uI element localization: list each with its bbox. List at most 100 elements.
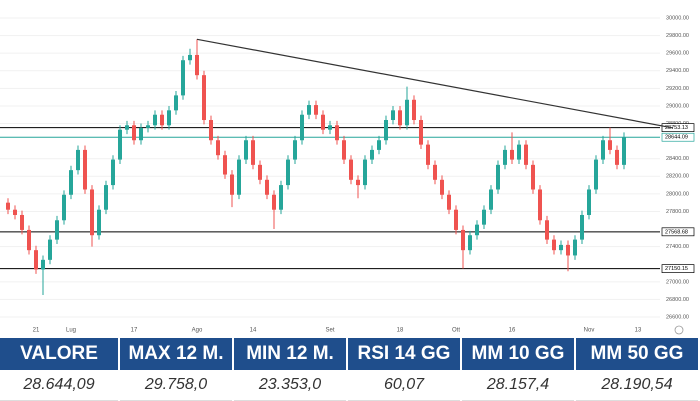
- y-tick-label: 29800.00: [666, 33, 689, 39]
- x-tick-label: 18: [397, 328, 404, 334]
- candle-body: [300, 114, 304, 141]
- candle-body: [76, 149, 80, 171]
- y-tick-label: 26600.00: [666, 314, 689, 320]
- level-label: 27150.15: [665, 266, 688, 272]
- candle-body: [363, 159, 367, 186]
- candle-body: [104, 185, 108, 210]
- table-header: MIN 12 M.: [234, 338, 346, 370]
- table-header: MM 10 GG: [462, 338, 574, 370]
- candle-body: [545, 220, 549, 240]
- x-tick-label: Set: [325, 328, 334, 334]
- candle-body: [62, 194, 66, 221]
- candle-body: [384, 120, 388, 141]
- candle-body: [167, 110, 171, 126]
- y-tick-label: 29600.00: [666, 51, 689, 57]
- candle-body: [608, 140, 612, 150]
- candle-body: [223, 155, 227, 175]
- y-tick-label: 28200.00: [666, 174, 689, 180]
- candle-body: [69, 170, 73, 195]
- candle-body: [139, 127, 143, 141]
- candle-body: [188, 54, 192, 61]
- candle-body: [370, 149, 374, 160]
- candle-body: [265, 179, 269, 195]
- y-tick-label: 30000.00: [666, 15, 689, 21]
- level-label-box: [661, 227, 695, 237]
- candle-body: [496, 164, 500, 190]
- candle-body: [251, 140, 255, 165]
- candle-body: [20, 214, 24, 230]
- settings-icon[interactable]: [674, 325, 684, 335]
- y-tick-label: 27400.00: [666, 244, 689, 250]
- candle-body: [580, 214, 584, 240]
- candle-body: [601, 140, 605, 160]
- candle-body: [440, 179, 444, 195]
- level-label: 28753.13: [665, 125, 688, 131]
- table-cell: 23.353,0: [234, 370, 346, 401]
- candle-body: [125, 125, 129, 130]
- candle-body: [321, 114, 325, 130]
- table-header: MAX 12 M.: [120, 338, 232, 370]
- trendline: [196, 38, 674, 129]
- candle-body: [202, 75, 206, 121]
- stats-table: VALORE MAX 12 M. MIN 12 M. RSI 14 GG MM 10 G…: [0, 338, 700, 401]
- candle-body: [454, 209, 458, 230]
- table-cell: 28.190,54: [576, 370, 698, 401]
- candle-body: [573, 239, 577, 256]
- candle-body: [328, 125, 332, 130]
- candle-body: [489, 189, 493, 210]
- candle-body: [447, 194, 451, 210]
- candle-body: [314, 105, 318, 115]
- candle-body: [538, 189, 542, 221]
- candle-body: [349, 159, 353, 180]
- candle-body: [272, 194, 276, 210]
- table-cell: 29.758,0: [120, 370, 232, 401]
- candle-body: [13, 209, 17, 215]
- candle-body: [622, 137, 626, 165]
- candle-body: [279, 185, 283, 210]
- candle-body: [258, 164, 262, 180]
- table-cell: 28.644,09: [0, 370, 118, 401]
- candle-body: [524, 144, 528, 165]
- candle-body: [517, 144, 521, 160]
- y-tick-label: 27800.00: [666, 209, 689, 215]
- x-tick-label: 17: [131, 328, 138, 334]
- candle-body: [293, 140, 297, 160]
- candle-body: [426, 144, 430, 165]
- x-tick-label: Ago: [192, 328, 203, 334]
- candle-body: [146, 125, 150, 128]
- candle-body: [48, 239, 52, 260]
- candle-body: [160, 114, 164, 126]
- candle-body: [615, 149, 619, 165]
- y-tick-label: 26800.00: [666, 297, 689, 303]
- table-header: RSI 14 GG: [348, 338, 460, 370]
- x-tick-label: Ott: [452, 328, 460, 334]
- candle-body: [377, 140, 381, 150]
- candle-body: [286, 159, 290, 186]
- candle-body: [174, 95, 178, 111]
- level-label: 27568.68: [665, 229, 688, 235]
- candle-body: [503, 149, 507, 165]
- candle-body: [552, 239, 556, 251]
- chart: 30000.00 29800.00 29600.00 29400.00 29200.00…: [0, 15, 695, 335]
- candle-body: [90, 189, 94, 236]
- y-tick-label: 29400.00: [666, 68, 689, 74]
- x-tick-label: 21: [33, 328, 40, 334]
- y-tick-label: 29200.00: [666, 86, 689, 92]
- y-tick-label: 28000.00: [666, 191, 689, 197]
- candle-body: [118, 129, 122, 160]
- level-label-box: [661, 264, 695, 273]
- candle-body: [153, 114, 157, 126]
- candle-body: [461, 229, 465, 251]
- x-tick-label: 13: [635, 328, 642, 334]
- candle-body: [181, 60, 185, 96]
- candle-body: [398, 110, 402, 126]
- table-header: VALORE: [0, 338, 118, 370]
- candle-body: [335, 125, 339, 141]
- candle-body: [482, 209, 486, 225]
- candle-body: [594, 159, 598, 190]
- candle-body: [230, 174, 234, 195]
- candle-body: [510, 149, 514, 160]
- y-tick-label: 28400.00: [666, 156, 689, 162]
- level-label: 28644.09: [665, 135, 688, 141]
- level-label-box: [661, 132, 695, 142]
